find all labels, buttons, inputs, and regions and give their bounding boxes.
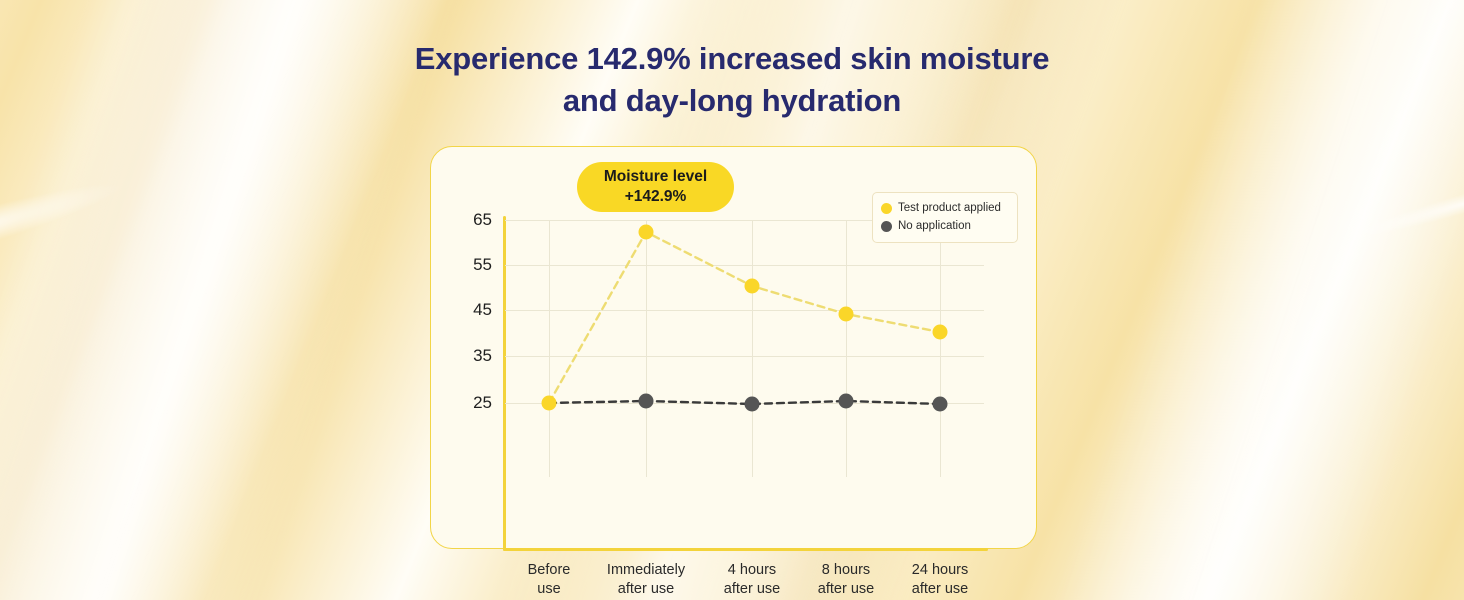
- y-axis-line: [503, 216, 506, 551]
- gridline: [505, 265, 984, 266]
- y-tick-label: 35: [473, 346, 492, 365]
- page-title-line-1: Experience 142.9% increased skin moistur…: [414, 41, 1050, 76]
- gridline: [505, 356, 984, 357]
- x-tick-label: 24 hours after use: [912, 561, 968, 600]
- data-point-no-application: [638, 393, 654, 409]
- vertical-gridline: [752, 220, 753, 477]
- gridline: [505, 220, 984, 221]
- chart-legend: Test product applied No application: [872, 192, 1018, 243]
- data-point-test-product: [838, 306, 854, 322]
- x-tick-label-line2: after use: [817, 581, 875, 598]
- legend-label: No application: [898, 220, 971, 232]
- data-point-no-application: [932, 396, 948, 412]
- badge-value: +142.9%: [624, 188, 687, 205]
- legend-marker-icon: [881, 220, 892, 232]
- x-axis-line: [503, 548, 988, 551]
- x-tick-label: 8 hours after use: [818, 561, 874, 600]
- y-tick-label: 25: [473, 393, 492, 412]
- vertical-gridline: [549, 220, 550, 477]
- page-title: Experience 142.9% increased skin moistur…: [0, 38, 1464, 123]
- y-tick-label: 55: [473, 255, 492, 274]
- x-tick-label: 4 hours after use: [724, 561, 780, 600]
- x-tick-label-line1: 24 hours: [911, 562, 969, 578]
- series-line-test-product: [547, 230, 942, 405]
- series-lines: [547, 230, 942, 406]
- data-point-test-product: [744, 278, 760, 294]
- data-point-test-product: [638, 224, 654, 240]
- data-point-no-application: [744, 396, 760, 412]
- legend-marker-icon: [881, 202, 892, 214]
- x-tick-label-line2: after use: [911, 581, 969, 598]
- y-tick-label: 65: [473, 210, 492, 229]
- x-tick-label-line2: use: [537, 581, 561, 598]
- data-point-test-product: [541, 395, 557, 411]
- legend-label: Test product applied: [898, 202, 1001, 214]
- data-point-test-product: [932, 324, 948, 340]
- legend-item-test-product: Test product applied: [881, 199, 1009, 217]
- vertical-gridline: [940, 220, 941, 477]
- chart-card: Moisture level +142.9% Test product appl…: [430, 146, 1038, 597]
- x-tick-label-line2: after use: [617, 581, 675, 598]
- chart-container: Moisture level +142.9% Test product appl…: [431, 147, 1038, 597]
- y-tick-label: 45: [473, 300, 492, 319]
- x-tick-label-line2: after use: [723, 581, 781, 598]
- vertical-gridline: [846, 220, 847, 477]
- data-point-no-application: [838, 393, 854, 409]
- x-tick-label-line1: Immediately: [606, 562, 686, 578]
- moisture-level-badge: Moisture level +142.9%: [577, 162, 734, 212]
- gridline: [505, 310, 984, 311]
- legend-item-no-application: No application: [881, 217, 1009, 235]
- badge-label: Moisture level: [603, 168, 708, 186]
- x-tick-label-line1: 8 hours: [821, 562, 871, 578]
- x-tick-label: Before use: [528, 561, 571, 600]
- plot-area: 65 55 45 35 25 Before use: [473, 210, 988, 597]
- page-title-line-2: and day-long hydration: [562, 83, 902, 119]
- x-tick-label-line1: 4 hours: [727, 562, 777, 578]
- x-tick-label: Immediately after use: [607, 561, 685, 600]
- vertical-gridline: [646, 220, 647, 477]
- x-tick-label-line1: Before: [527, 562, 571, 578]
